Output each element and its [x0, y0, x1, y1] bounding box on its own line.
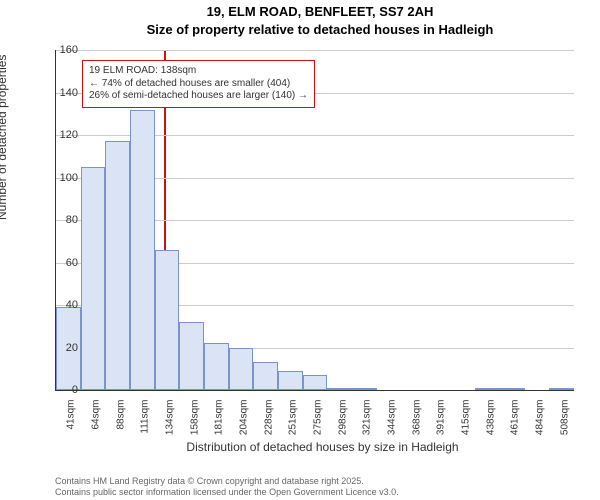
xtick-label: 41sqm: [66, 400, 77, 440]
xtick-label: 228sqm: [263, 400, 274, 440]
bar: [204, 343, 229, 390]
bar: [500, 388, 525, 390]
chart-container: 19, ELM ROAD, BENFLEET, SS7 2AH Size of …: [0, 0, 600, 500]
chart-title-line1: 19, ELM ROAD, BENFLEET, SS7 2AH: [50, 4, 590, 19]
x-axis-label: Distribution of detached houses by size …: [55, 440, 590, 454]
bar: [352, 388, 377, 390]
bar: [130, 110, 155, 391]
callout-line2: ← 74% of detached houses are smaller (40…: [89, 78, 308, 91]
xtick-label: 88sqm: [115, 400, 126, 440]
xtick-label: 158sqm: [189, 400, 200, 440]
gridline-h: [56, 50, 574, 51]
xtick-label: 64sqm: [91, 400, 102, 440]
xtick-label: 438sqm: [485, 400, 496, 440]
bar: [179, 322, 204, 390]
bar: [327, 388, 352, 390]
callout-line3: 26% of semi-detached houses are larger (…: [89, 90, 308, 103]
bar: [105, 141, 130, 390]
callout-line1: 19 ELM ROAD: 138sqm: [89, 65, 308, 78]
xtick-label: 461sqm: [510, 400, 521, 440]
ytick-label: 40: [38, 299, 78, 311]
bar: [549, 388, 574, 390]
xtick-label: 368sqm: [411, 400, 422, 440]
ytick-label: 120: [38, 129, 78, 141]
xtick-label: 415sqm: [461, 400, 472, 440]
xtick-label: 275sqm: [313, 400, 324, 440]
xtick-label: 251sqm: [288, 400, 299, 440]
ytick-label: 20: [38, 342, 78, 354]
bar: [475, 388, 500, 390]
xtick-label: 134sqm: [165, 400, 176, 440]
ytick-label: 100: [38, 172, 78, 184]
ytick-label: 60: [38, 257, 78, 269]
xtick-label: 344sqm: [387, 400, 398, 440]
ytick-label: 140: [38, 87, 78, 99]
xtick-label: 321sqm: [362, 400, 373, 440]
bar: [253, 362, 278, 390]
ytick-label: 80: [38, 214, 78, 226]
bar: [155, 250, 180, 390]
chart-title-line2: Size of property relative to detached ho…: [50, 22, 590, 37]
attribution-line2: Contains public sector information licen…: [55, 487, 590, 498]
xtick-label: 181sqm: [214, 400, 225, 440]
attribution-line1: Contains HM Land Registry data © Crown c…: [55, 476, 590, 487]
xtick-label: 484sqm: [535, 400, 546, 440]
bar: [278, 371, 303, 390]
ytick-label: 160: [38, 44, 78, 56]
xtick-label: 298sqm: [337, 400, 348, 440]
attribution-text: Contains HM Land Registry data © Crown c…: [55, 476, 590, 499]
callout-box: 19 ELM ROAD: 138sqm ← 74% of detached ho…: [82, 60, 315, 108]
xtick-label: 391sqm: [436, 400, 447, 440]
bar: [303, 375, 328, 390]
xtick-label: 111sqm: [140, 400, 151, 440]
xtick-label: 204sqm: [239, 400, 250, 440]
y-axis-label: Number of detached properties: [0, 55, 9, 220]
ytick-label: 0: [38, 384, 78, 396]
bar: [81, 167, 106, 390]
bar: [229, 348, 254, 391]
xtick-label: 508sqm: [559, 400, 570, 440]
